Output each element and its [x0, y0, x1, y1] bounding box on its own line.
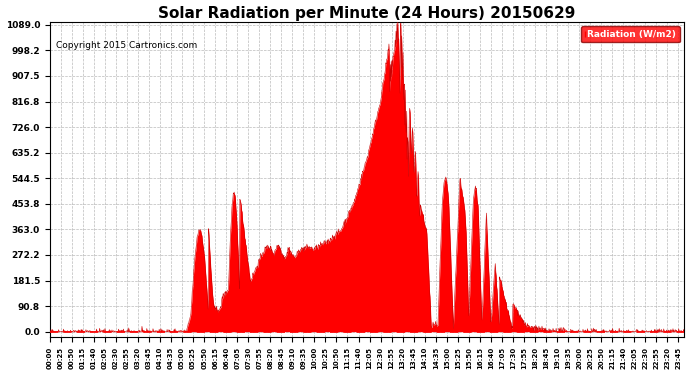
Title: Solar Radiation per Minute (24 Hours) 20150629: Solar Radiation per Minute (24 Hours) 20… [159, 6, 575, 21]
Legend: Radiation (W/m2): Radiation (W/m2) [581, 26, 680, 42]
Text: Copyright 2015 Cartronics.com: Copyright 2015 Cartronics.com [56, 40, 197, 50]
